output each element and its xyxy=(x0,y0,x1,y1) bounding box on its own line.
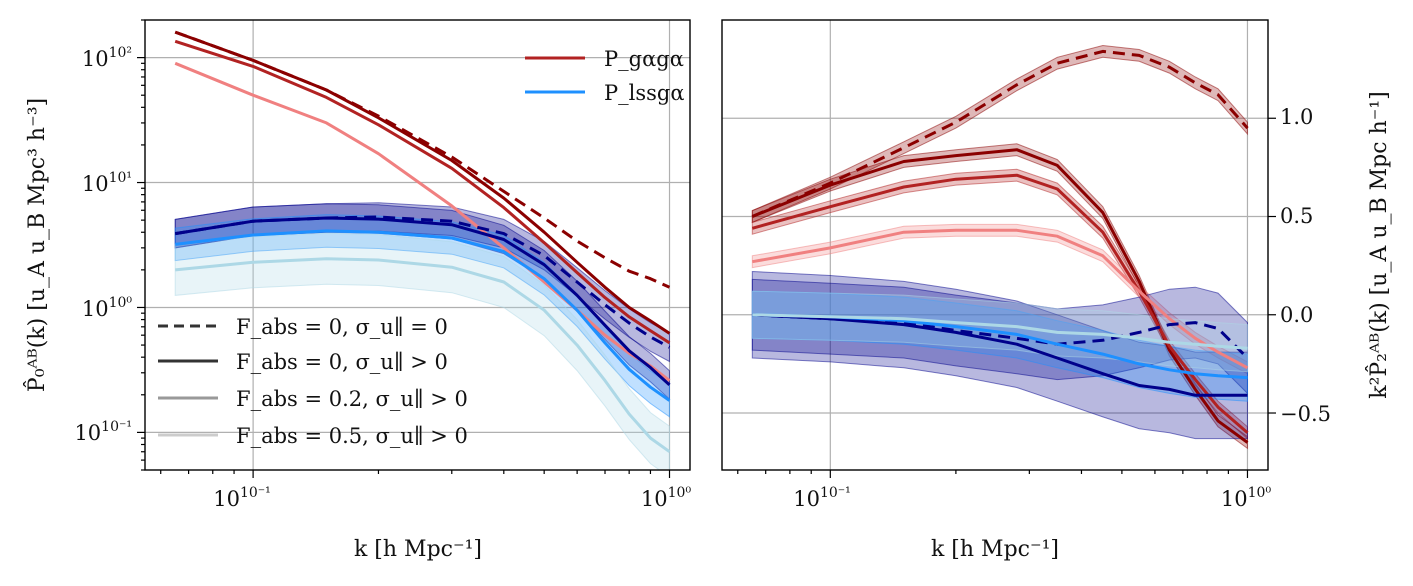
series-band xyxy=(751,44,1248,224)
legend-style-label: F_abs = 0.2, σ_u∥ > 0 xyxy=(236,387,468,411)
series-line xyxy=(752,313,1248,397)
series-line xyxy=(174,216,671,387)
left-y-tick-label: 1010² xyxy=(82,45,132,71)
left-x-axis-label: k [h Mpc⁻¹] xyxy=(354,537,482,562)
series-band xyxy=(751,270,1248,440)
right-x-axis-label: k [h Mpc⁻¹] xyxy=(931,537,1059,562)
legend-style-label: F_abs = 0, σ_u∥ = 0 xyxy=(236,315,448,339)
right-y-axis-label: k²P̂₂ᴬᴮ(k) [u_A u_B Mpc h⁻¹] xyxy=(1366,91,1392,399)
left-y-tick-label: 1010¹ xyxy=(82,170,132,196)
series-line xyxy=(752,313,1249,360)
left-y-tick-label: 1010⁰ xyxy=(82,295,133,321)
series-band xyxy=(751,143,1248,450)
right-panel: 1010⁻¹ 1010⁰ −0.5 0.0 0.5 1.0 k [h Mpc⁻¹… xyxy=(721,19,1392,562)
right-y-tick-label: −0.5 xyxy=(1280,402,1331,426)
legend-style-label: F_abs = 0.5, σ_u∥ > 0 xyxy=(236,424,468,448)
series-line xyxy=(175,257,671,453)
left-y-tick-label: 1010⁻¹ xyxy=(74,419,132,445)
series-line xyxy=(174,30,671,335)
series-line xyxy=(174,30,671,289)
right-axes-frame xyxy=(721,19,1269,471)
left-x-tick-label: 1010⁻¹ xyxy=(213,485,271,511)
left-y-axis-label: P̂₀ᴬᴮ(k) [u_A u_B Mpc³ h⁻³] xyxy=(24,98,50,392)
series-line xyxy=(751,173,1249,434)
left-x-tick-label: 1010⁰ xyxy=(641,485,692,511)
series-line xyxy=(752,228,1249,370)
left-series xyxy=(174,30,671,470)
left-panel: 1010⁻¹ 1010⁰ 1010⁻¹ 1010⁰ 1010¹ 1010² k … xyxy=(24,19,692,562)
series-line xyxy=(752,313,1248,350)
left-axes-frame xyxy=(144,19,691,471)
right-y-tick-label: 1.0 xyxy=(1280,105,1313,129)
right-y-tick-label: 0.0 xyxy=(1280,303,1313,327)
right-x-tick-label: 1010⁰ xyxy=(1221,485,1272,511)
left-ticks xyxy=(137,19,671,478)
series-line xyxy=(175,229,671,402)
series-line xyxy=(752,313,1248,380)
legend-plg-label: P_lssgα xyxy=(604,81,685,105)
legend-pgg-label: P_gαgα xyxy=(604,47,684,71)
series-line xyxy=(174,39,671,345)
right-series xyxy=(751,44,1249,450)
right-x-tick-label: 1010⁻¹ xyxy=(793,485,851,511)
right-grid xyxy=(722,20,1268,470)
series-band xyxy=(174,232,670,470)
right-y-tick-label: 0.5 xyxy=(1280,204,1313,228)
right-ticks xyxy=(737,117,1276,478)
legend-style-label: F_abs = 0, σ_u∥ > 0 xyxy=(236,350,448,374)
series-line xyxy=(751,49,1249,218)
